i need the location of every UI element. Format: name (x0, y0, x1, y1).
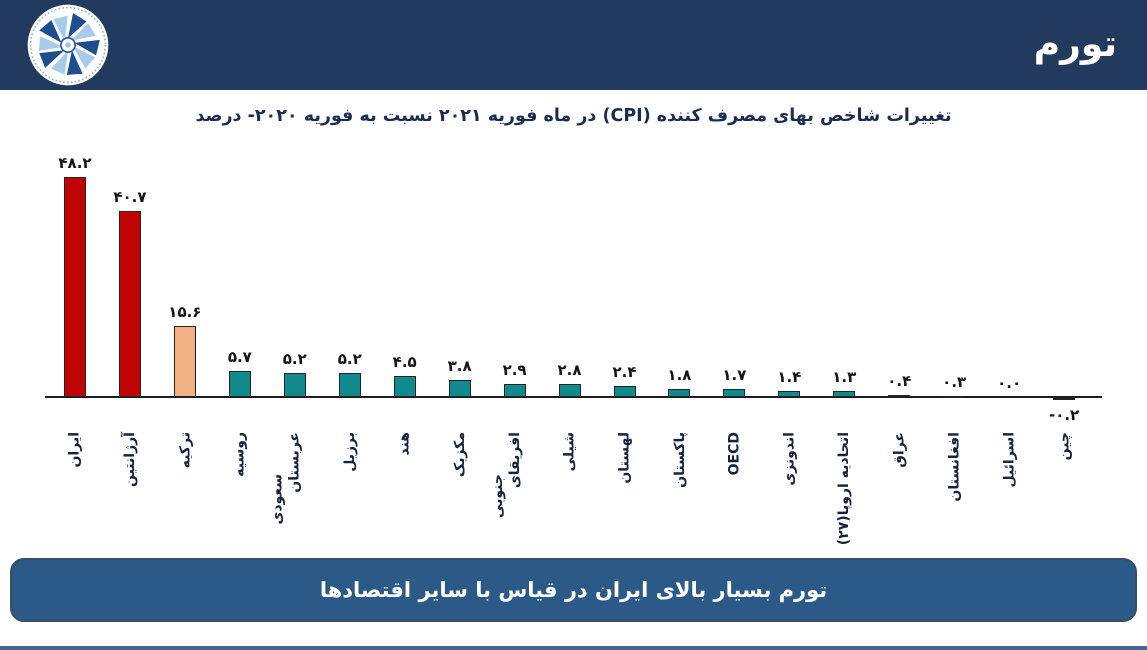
bar-value-label: ۱.۴ (777, 367, 802, 386)
axis-category-label: OECD (726, 432, 743, 476)
bar-value-label: ۰.۰ (997, 374, 1022, 392)
bar (833, 391, 856, 397)
axis-category-label: افریقای (506, 432, 523, 489)
bar (393, 376, 416, 397)
axis-category-label: آرژانتین (121, 432, 138, 488)
axis-category-label: چین (1056, 432, 1073, 461)
axis-category-label: اندونزی (781, 432, 798, 486)
bar (1053, 398, 1076, 400)
bar-value-label: ۲.۴ (612, 363, 637, 382)
bar (283, 373, 306, 397)
bar (668, 388, 691, 397)
bar (448, 379, 471, 397)
bar-value-label: ۱.۸ (667, 365, 692, 384)
axis-category-label: اسرائیل (1001, 432, 1018, 488)
axis-category-label: پاکستان (671, 432, 688, 488)
axis-category-label: روسیه (231, 432, 248, 477)
chart-title: تغییرات شاخص بهای مصرف کننده (CPI) در ما… (195, 106, 952, 126)
page-title: تورم (1033, 24, 1117, 65)
axis-category-label: مکزیک (451, 432, 468, 478)
bar-value-label: ۴.۵ (392, 353, 417, 372)
bar-value-label: ۱۵.۶ (168, 302, 202, 321)
bar (558, 384, 581, 397)
axis-category-label: سعودی (269, 474, 286, 525)
bar (118, 211, 141, 397)
bar (64, 177, 86, 397)
footer-caption: تورم بسیار بالای ایران در قیاس با سایر ا… (319, 578, 828, 602)
axis-category-label: ترکیه (176, 432, 193, 469)
axis-category-label: ایران (67, 432, 83, 468)
bar-value-label: ۱.۳ (832, 368, 857, 387)
axis-category-label: افغانستان (946, 432, 963, 502)
x-axis-line (45, 396, 1102, 398)
axis-category-label: لهستان (616, 432, 633, 484)
axis-category-label: عربستان (286, 432, 303, 493)
app-header: تورم (0, 0, 1147, 90)
bar-value-label: ۵.۲ (282, 350, 307, 369)
bar (723, 389, 746, 397)
bar (503, 383, 526, 397)
bar-value-label: ۳.۸ (447, 356, 472, 375)
axis-category-label: اتحادیه اروپا(۲۷) (836, 432, 853, 546)
bar (613, 386, 636, 397)
footer-banner: تورم بسیار بالای ایران در قیاس با سایر ا… (10, 558, 1137, 622)
axis-category-label: برزیل (341, 432, 358, 472)
bar (943, 395, 966, 398)
bar-value-label: ۰.۴ (887, 372, 912, 391)
axis-category-label: هند (396, 432, 413, 456)
bar-value-label: ۵.۷ (227, 347, 252, 366)
axis-category-label: جنوبی (489, 474, 506, 519)
pinwheel-logo-svg (27, 4, 109, 86)
bar (173, 325, 196, 397)
bar-value-label: ۴۸.۲ (58, 154, 92, 172)
bottom-divider-line (0, 646, 1147, 650)
axis-category-label: عراق (891, 432, 908, 468)
bar-value-label: ۱.۷ (722, 366, 747, 385)
bar (338, 373, 361, 397)
bar (228, 370, 251, 397)
bar-value-label: ۵.۲ (337, 350, 362, 369)
bar-value-label: -۰.۲ (1048, 406, 1080, 424)
bar (888, 395, 911, 398)
pinwheel-logo-icon (26, 3, 110, 87)
bar-value-label: ۴۰.۷ (113, 188, 147, 207)
bar-value-label: ۲.۸ (557, 361, 582, 380)
bar-value-label: ۰.۳ (942, 372, 967, 391)
axis-category-label: شیلی (561, 432, 578, 472)
bar (778, 390, 801, 397)
bar-value-label: ۲.۹ (502, 360, 527, 379)
